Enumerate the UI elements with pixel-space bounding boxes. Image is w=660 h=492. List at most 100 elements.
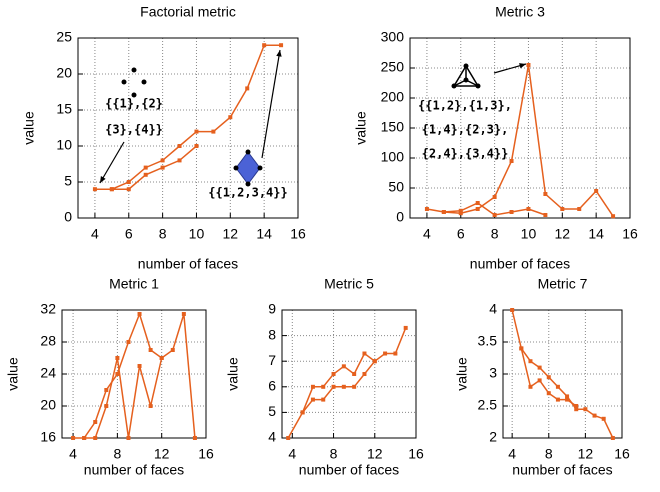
point xyxy=(403,325,408,330)
icon-dot xyxy=(451,83,457,89)
point xyxy=(362,351,367,356)
y-tick-label: 20 xyxy=(56,65,72,81)
point xyxy=(537,378,542,383)
point xyxy=(537,365,542,370)
point xyxy=(492,195,497,199)
y-tick-label: 0 xyxy=(64,209,72,225)
arrow-head xyxy=(519,63,526,69)
point xyxy=(115,372,120,376)
y-tick-label: 2.5 xyxy=(478,397,498,413)
chart-title: Factorial metric xyxy=(140,4,236,20)
point xyxy=(109,187,114,192)
series-line xyxy=(287,327,407,439)
point xyxy=(300,410,305,415)
point xyxy=(574,404,579,408)
point xyxy=(555,397,560,402)
x-tick-label: 8 xyxy=(491,226,499,242)
series-line xyxy=(426,64,614,217)
y-tick-label: 2 xyxy=(489,429,497,445)
point xyxy=(383,351,388,356)
point xyxy=(565,394,570,399)
x-axis-label: number of faces xyxy=(512,462,612,478)
point xyxy=(321,384,326,389)
y-tick-label: 300 xyxy=(381,29,405,45)
annotation: {{1,2},{1,3}, xyxy=(418,99,512,113)
x-tick-label: 4 xyxy=(69,446,77,462)
point xyxy=(310,397,315,402)
point xyxy=(341,384,346,389)
point xyxy=(560,207,565,211)
point xyxy=(181,312,186,316)
y-tick-label: 3.5 xyxy=(478,333,498,349)
point xyxy=(137,312,142,316)
series-line xyxy=(84,357,163,439)
point xyxy=(458,211,463,216)
y-tick-label: 50 xyxy=(388,179,404,195)
point xyxy=(610,436,615,440)
point xyxy=(126,187,131,192)
point xyxy=(82,436,87,440)
point xyxy=(170,348,175,352)
point xyxy=(546,391,551,396)
point xyxy=(93,420,98,424)
point xyxy=(543,192,548,196)
point xyxy=(194,144,199,148)
annotation: {{1},{2} xyxy=(105,97,163,111)
y-tick-label: 24 xyxy=(40,365,56,381)
point xyxy=(341,364,346,369)
point xyxy=(393,351,398,356)
y-tick-label: 16 xyxy=(40,429,56,445)
x-tick-label: 16 xyxy=(198,446,214,462)
x-tick-label: 12 xyxy=(555,226,571,242)
icon-dot xyxy=(131,67,137,73)
point xyxy=(115,356,120,360)
x-axis-label: number of faces xyxy=(138,256,238,272)
point xyxy=(565,397,570,402)
point xyxy=(194,129,199,134)
point xyxy=(528,384,533,389)
point xyxy=(262,43,267,48)
x-tick-label: 4 xyxy=(508,446,516,462)
x-tick-label: 14 xyxy=(256,226,272,242)
y-tick-label: 150 xyxy=(381,119,405,135)
point xyxy=(475,207,480,211)
point xyxy=(143,172,148,177)
y-tick-label: 7 xyxy=(268,352,276,368)
point xyxy=(177,144,182,148)
point xyxy=(441,210,446,214)
point xyxy=(458,208,463,213)
annotation: {{1,2,3,4}} xyxy=(208,186,287,200)
chart-title: Metric 5 xyxy=(324,276,374,292)
point xyxy=(331,384,336,389)
x-tick-label: 12 xyxy=(367,446,383,462)
x-tick-label: 8 xyxy=(330,446,338,462)
y-axis-label: value xyxy=(353,111,369,145)
y-tick-label: 250 xyxy=(381,59,405,75)
y-axis-label: value xyxy=(5,357,21,391)
y-tick-label: 20 xyxy=(40,397,56,413)
arrow xyxy=(99,141,125,184)
point xyxy=(228,115,233,120)
y-tick-label: 4 xyxy=(268,429,276,445)
icon-tetrahedron xyxy=(452,64,480,87)
x-tick-label: 12 xyxy=(154,446,170,462)
arrow-head xyxy=(100,176,106,183)
point xyxy=(546,375,551,380)
point xyxy=(126,340,131,344)
arrow xyxy=(261,49,281,159)
chart-title: Metric 7 xyxy=(538,276,588,292)
x-tick-label: 16 xyxy=(622,226,638,242)
x-tick-label: 12 xyxy=(223,226,239,242)
annotation: {1,4},{2,3}, xyxy=(422,123,509,137)
x-tick-label: 14 xyxy=(588,226,604,242)
x-tick-label: 16 xyxy=(614,446,630,462)
point xyxy=(574,407,579,412)
y-axis-label: value xyxy=(225,357,241,391)
y-axis-label: value xyxy=(454,357,470,391)
point xyxy=(92,187,97,192)
y-tick-label: 100 xyxy=(381,149,405,165)
icon-dot xyxy=(475,83,481,89)
point xyxy=(159,356,164,360)
point xyxy=(526,63,531,67)
x-axis-label: number of faces xyxy=(470,256,570,272)
